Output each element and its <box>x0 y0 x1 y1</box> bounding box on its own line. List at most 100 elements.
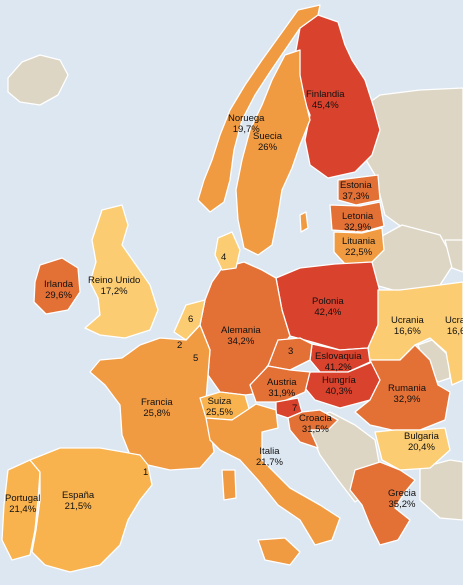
label-bulgaria: Bulgaria 20,4% <box>404 431 439 453</box>
country-value: 45,4% <box>311 100 339 111</box>
belarus-east-shape <box>444 239 463 273</box>
marker-5: 5 <box>193 353 199 364</box>
espana-shape <box>29 447 153 573</box>
country-name: Finlandia <box>306 89 345 100</box>
country-name: Reino Unido <box>88 275 141 286</box>
country-name: Suecia <box>253 131 283 142</box>
austria-shape <box>249 365 311 403</box>
country-value: 26% <box>258 142 278 153</box>
marker-4: 4 <box>221 252 227 263</box>
benelux-shape <box>173 299 206 341</box>
country-name: Estonia <box>340 180 372 191</box>
lituania-shape <box>333 227 385 265</box>
label-suiza: Suiza 25,5% <box>206 396 233 418</box>
label-noruega: Noruega 19,7% <box>228 113 264 135</box>
letonia-shape <box>329 201 385 233</box>
label-estonia: Estonia 37,3% <box>340 180 372 202</box>
country-value: 31,5% <box>301 424 329 435</box>
iceland-shape <box>7 54 69 106</box>
country-name: Hungría <box>322 375 356 386</box>
label-alemania: Alemania 34,2% <box>221 325 261 347</box>
country-name: Alemania <box>221 325 261 336</box>
label-austria: Austria 31,9% <box>267 377 297 399</box>
label-ucrania: Ucrania 16,6% <box>391 315 424 337</box>
country-name: Polonia <box>312 296 344 307</box>
label-grecia: Grecia 35,2% <box>388 488 416 510</box>
country-name: Bulgaria <box>404 431 439 442</box>
country-value: 20,4% <box>407 442 435 453</box>
estonia-shape <box>337 174 381 206</box>
baltic-islands-shape <box>299 211 309 233</box>
country-name: Ucrania <box>391 315 424 326</box>
country-name: Irlanda <box>44 279 74 290</box>
country-value: 19,7% <box>232 124 260 135</box>
suecia-shape <box>235 49 311 256</box>
country-value: 25,5% <box>206 407 233 418</box>
dinamarca-shape <box>214 231 241 271</box>
country-name: España <box>62 490 95 501</box>
marker-2: 2 <box>177 340 183 351</box>
country-name: Austria <box>267 377 297 388</box>
label-eslovaquia: Eslovaquia 41,2% <box>315 351 361 373</box>
label-croacia: Croacia 31,5% <box>299 413 332 435</box>
francia-shape <box>89 324 215 471</box>
italia-shape <box>205 403 341 566</box>
label-finlandia: Finlandia 45,4% <box>306 89 345 111</box>
grecia-shape <box>349 461 416 546</box>
country-value: 16,6 <box>446 326 463 337</box>
country-value: 40,3% <box>325 386 353 397</box>
label-lituania: Lituania 22,5% <box>342 236 375 258</box>
marker-7: 7 <box>292 403 298 414</box>
country-value: 41,2% <box>324 362 352 373</box>
country-name: Italia <box>259 446 280 457</box>
country-value: 35,2% <box>388 499 416 510</box>
croacia-shape <box>287 409 339 449</box>
country-name: Ucrai <box>445 315 463 326</box>
label-italia: Italia 21,7% <box>256 446 283 468</box>
country-value: 25,8% <box>143 408 171 419</box>
label-francia: Francia 25,8% <box>141 397 173 419</box>
country-value: 32,9% <box>393 394 421 405</box>
country-name: Rumania <box>388 383 427 394</box>
country-value: 37,3% <box>342 191 370 202</box>
country-value: 32,9% <box>344 222 372 233</box>
country-name: Lituania <box>342 236 376 247</box>
reino-unido-shape <box>84 204 159 339</box>
country-value: 34,2% <box>227 336 255 347</box>
country-value: 21,5% <box>64 501 92 512</box>
label-reino-unido: Reino Unido 17,2% <box>88 275 140 297</box>
label-ucrania-2: Ucrai 16,6 <box>445 315 463 337</box>
label-letonia: Letonia 32,9% <box>342 211 373 233</box>
label-irlanda: Irlanda 29,6% <box>44 279 73 301</box>
label-portugal: Portugal 21,4% <box>5 493 40 515</box>
label-espana: España 21,5% <box>62 490 94 512</box>
country-value: 29,6% <box>45 290 72 301</box>
turkey-shape <box>419 459 463 521</box>
marker-3: 3 <box>288 346 294 357</box>
label-suecia: Suecia 26% <box>253 131 282 153</box>
country-name: Croacia <box>299 413 332 424</box>
country-value: 17,2% <box>100 286 128 297</box>
country-name: Portugal <box>5 493 41 504</box>
country-value: 31,9% <box>268 388 296 399</box>
bulgaria-shape <box>374 427 451 471</box>
country-value: 21,4% <box>9 504 37 515</box>
country-value: 21,7% <box>256 457 283 468</box>
label-rumania: Rumania 32,9% <box>388 383 426 405</box>
country-name: Eslovaquia <box>315 351 362 362</box>
country-name: Suiza <box>207 396 232 407</box>
country-value: 16,6% <box>393 326 421 337</box>
country-name: Noruega <box>228 113 265 124</box>
label-hungria: Hungría 40,3% <box>322 375 356 397</box>
marker-6: 6 <box>188 314 194 325</box>
country-value: 42,4% <box>314 307 342 318</box>
country-value: 22,5% <box>345 247 373 258</box>
rumania-shape <box>354 344 451 431</box>
irlanda-shape <box>33 257 81 315</box>
country-name: Francia <box>141 397 173 408</box>
marker-1: 1 <box>143 467 149 478</box>
country-name: Grecia <box>388 488 416 499</box>
noruega-shape <box>197 4 321 213</box>
